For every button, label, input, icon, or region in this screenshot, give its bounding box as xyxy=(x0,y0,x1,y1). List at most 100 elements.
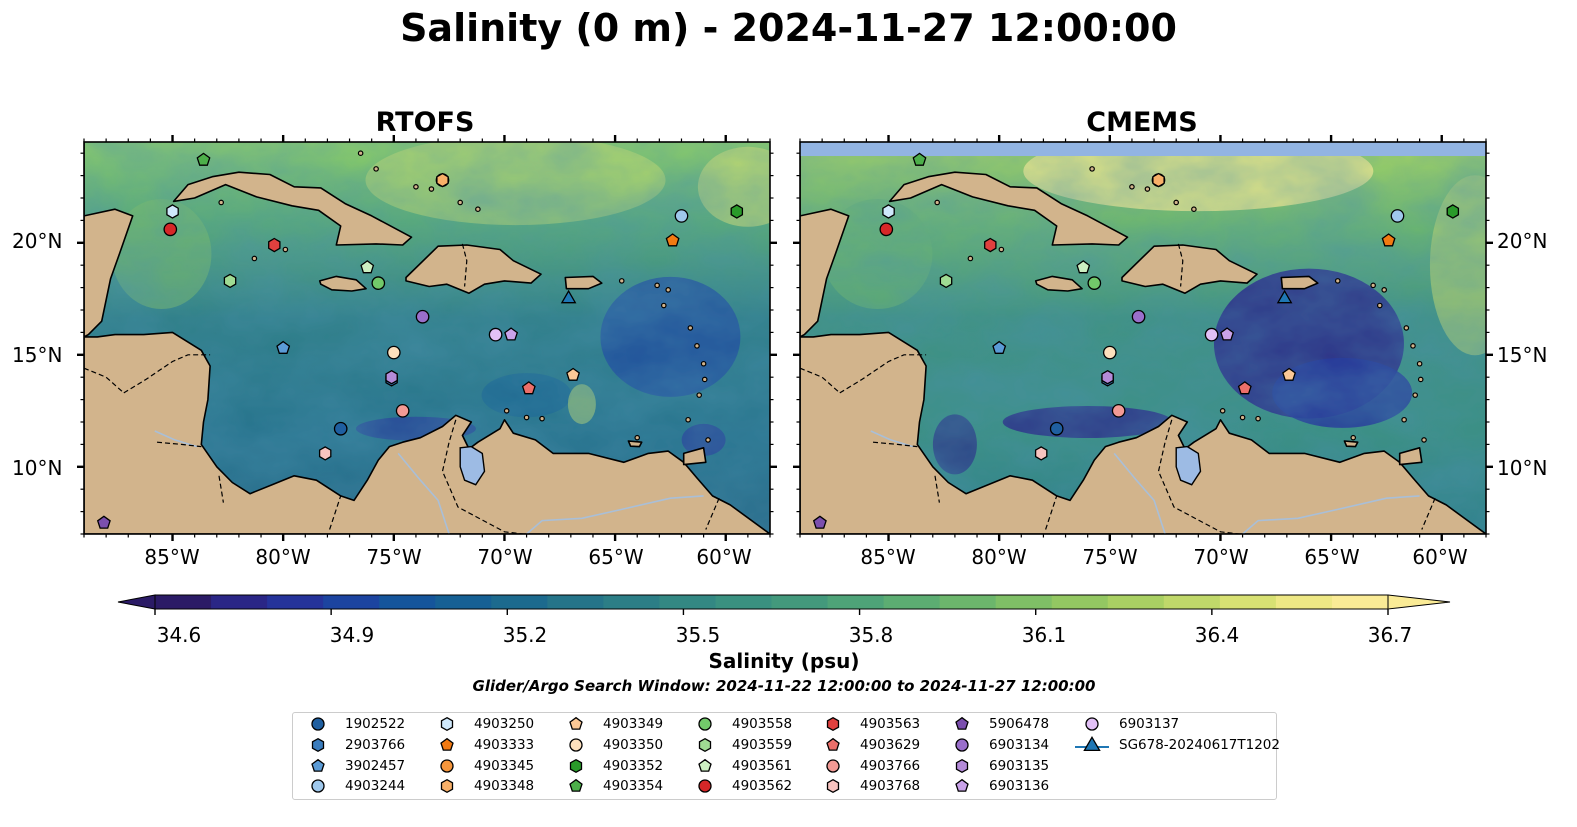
land-cuba xyxy=(888,171,1129,246)
lat-tick-label-left: 10°N xyxy=(12,456,63,480)
legend-symbol xyxy=(311,758,325,772)
lon-tick-label: 85°W xyxy=(144,545,200,569)
island xyxy=(665,287,672,293)
island xyxy=(428,186,435,192)
island xyxy=(1191,206,1197,213)
legend-symbol xyxy=(826,779,840,794)
legend-marker xyxy=(440,758,454,773)
country-border xyxy=(1421,497,1436,530)
legend-item: 4903768 xyxy=(816,776,920,796)
colorbar-frame xyxy=(154,594,1389,610)
lat-tick-label-right: 10°N xyxy=(1497,456,1548,480)
colorbar-segment xyxy=(211,595,268,609)
legend-symbol xyxy=(698,779,712,794)
island xyxy=(1376,302,1383,309)
legend-label: 6903135 xyxy=(989,757,1050,774)
legend: 1902522 2903766 3902457 4903244 4903250 49033… xyxy=(292,712,1280,800)
legend-label: 1902522 xyxy=(345,716,406,732)
colorbar-segment xyxy=(1275,595,1333,609)
island xyxy=(700,360,707,367)
lon-tick-label: 80°W xyxy=(255,545,311,569)
land-jamaica xyxy=(318,275,367,292)
legend-item: 4903250 xyxy=(430,714,534,734)
legend-item: 4903629 xyxy=(816,735,920,755)
legend-symbol xyxy=(569,716,583,730)
argo-marker-4903768 xyxy=(318,446,332,461)
island xyxy=(503,407,510,414)
argo-marker-4903349 xyxy=(566,367,580,381)
legend-item: 4903562 xyxy=(688,776,792,796)
glider-marker-SG678-20240617T1202 xyxy=(560,289,577,304)
land-margarita xyxy=(1343,440,1359,448)
legend-marker xyxy=(1075,735,1109,751)
colorbar-tick-label: 36.1 xyxy=(1021,623,1067,647)
argo-marker-4903348 xyxy=(1152,172,1165,188)
legend-item: 5906478 xyxy=(945,714,1049,734)
legend-symbol xyxy=(698,737,712,752)
legend-label: 4903766 xyxy=(860,757,921,774)
argo-marker-6903135 xyxy=(385,369,398,385)
island xyxy=(539,415,545,422)
legend-label: 4903354 xyxy=(603,778,664,795)
legend-symbol xyxy=(826,758,840,773)
lon-tick-label: 60°W xyxy=(696,545,752,569)
island xyxy=(634,434,641,441)
colorbar-segment xyxy=(379,595,436,609)
legend-item: 4903352 xyxy=(559,756,663,776)
colorbar-segment xyxy=(1331,595,1389,609)
map-layer xyxy=(84,142,770,534)
island xyxy=(998,246,1005,253)
legend-symbol xyxy=(955,779,969,793)
island xyxy=(523,414,530,421)
island xyxy=(701,376,708,383)
river xyxy=(397,452,450,534)
legend-item: 4903350 xyxy=(559,735,663,755)
land-puertorico xyxy=(564,275,603,290)
island xyxy=(218,199,225,206)
island xyxy=(1089,166,1095,172)
legend-item: 4903349 xyxy=(559,714,663,734)
argo-marker-3902457 xyxy=(276,340,291,354)
legend-symbol xyxy=(698,717,712,731)
lon-tick-label: 75°W xyxy=(366,545,422,569)
legend-label: 4903558 xyxy=(732,716,793,732)
argo-marker-4903333 xyxy=(1381,233,1396,247)
map-layer xyxy=(800,142,1486,534)
map-frame xyxy=(799,141,1487,535)
land-jamaica xyxy=(1034,275,1083,292)
legend-marker xyxy=(311,717,325,731)
land-yucatan xyxy=(800,142,850,338)
argo-marker-4903768 xyxy=(1034,446,1048,461)
legend-marker xyxy=(698,758,712,772)
island xyxy=(1403,325,1410,331)
legend-item: 4903333 xyxy=(430,735,534,755)
island xyxy=(282,246,289,253)
map-panel-rtofs xyxy=(77,135,777,541)
argo-marker-4903561 xyxy=(360,260,375,274)
argo-marker-4903561 xyxy=(1076,260,1091,274)
legend-item: 6903135 xyxy=(945,756,1049,776)
legend-item: 4903563 xyxy=(816,714,920,734)
land-cuba xyxy=(172,171,413,246)
argo-marker-4903766 xyxy=(395,403,410,418)
legend-marker xyxy=(569,758,583,773)
argo-marker-4903559 xyxy=(223,273,237,289)
legend-item: 4903766 xyxy=(816,756,920,776)
legend-marker xyxy=(826,737,840,751)
island xyxy=(687,325,694,331)
legend-label: 4903350 xyxy=(603,736,664,753)
chart-title: Salinity (0 m) - 2024-11-27 12:00:00 xyxy=(400,6,1177,50)
river xyxy=(154,430,198,448)
island xyxy=(967,255,974,262)
colorbar-segment xyxy=(883,595,941,609)
island xyxy=(1416,360,1423,367)
island xyxy=(1381,287,1388,293)
argo-marker-4903349 xyxy=(1282,367,1296,381)
colorbar-segment xyxy=(155,595,212,609)
argo-marker-4903250 xyxy=(166,204,179,219)
legend-item: 4903561 xyxy=(688,756,792,776)
land-yucatan xyxy=(84,142,134,338)
argo-marker-4903562 xyxy=(879,222,894,237)
legend-marker xyxy=(440,716,454,732)
legend-label: SG678-20240617T1202 xyxy=(1119,736,1280,753)
